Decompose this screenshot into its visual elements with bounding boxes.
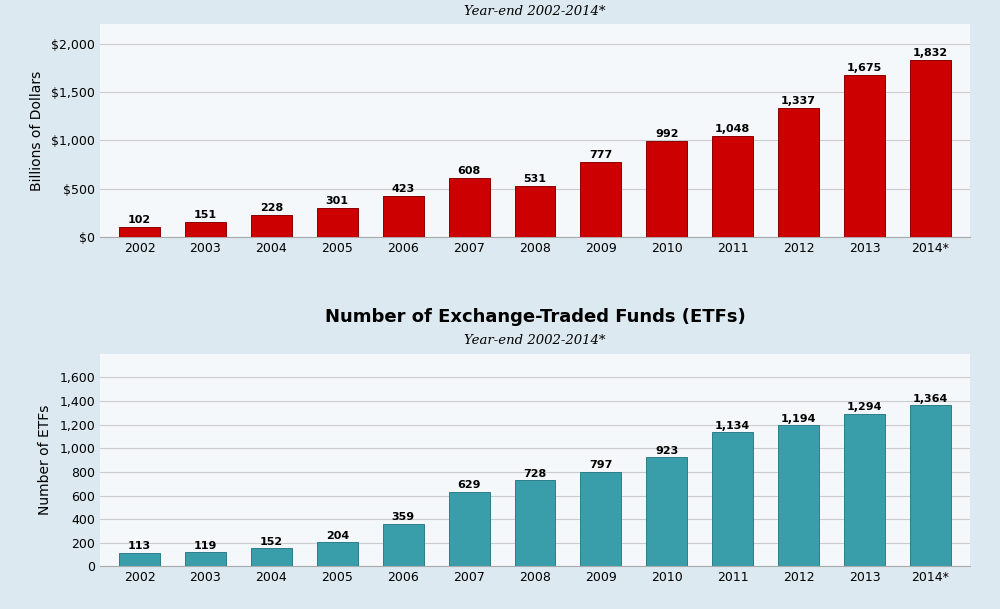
Text: 1,832: 1,832 bbox=[913, 48, 948, 58]
Text: Year-end 2002-2014*: Year-end 2002-2014* bbox=[464, 5, 606, 18]
Bar bbox=[712, 136, 753, 237]
Bar bbox=[383, 524, 424, 566]
Text: 204: 204 bbox=[326, 530, 349, 541]
Text: 113: 113 bbox=[128, 541, 151, 551]
Text: 151: 151 bbox=[194, 210, 217, 220]
Text: 923: 923 bbox=[655, 446, 678, 456]
Text: 359: 359 bbox=[392, 512, 415, 522]
Text: 728: 728 bbox=[523, 469, 547, 479]
Bar bbox=[119, 227, 160, 237]
Text: 152: 152 bbox=[260, 537, 283, 547]
Text: 119: 119 bbox=[194, 541, 217, 551]
Bar bbox=[646, 457, 687, 566]
Bar bbox=[383, 196, 424, 237]
Text: 102: 102 bbox=[128, 215, 151, 225]
Bar bbox=[646, 141, 687, 237]
Bar bbox=[515, 481, 555, 566]
Text: 423: 423 bbox=[392, 184, 415, 194]
Text: 1,134: 1,134 bbox=[715, 421, 750, 431]
Text: 992: 992 bbox=[655, 129, 679, 139]
Text: 1,364: 1,364 bbox=[913, 393, 948, 404]
Bar bbox=[580, 472, 621, 566]
Text: 1,294: 1,294 bbox=[847, 402, 882, 412]
Text: 301: 301 bbox=[326, 196, 349, 206]
Bar bbox=[844, 414, 885, 566]
Bar bbox=[449, 492, 490, 566]
Text: 1,337: 1,337 bbox=[781, 96, 816, 106]
Y-axis label: Billions of Dollars: Billions of Dollars bbox=[30, 71, 44, 191]
Text: Number of Exchange-Traded Funds (ETFs): Number of Exchange-Traded Funds (ETFs) bbox=[325, 308, 745, 326]
Text: 228: 228 bbox=[260, 203, 283, 213]
Bar bbox=[910, 60, 951, 237]
Bar bbox=[119, 553, 160, 566]
Bar bbox=[251, 549, 292, 566]
Bar bbox=[317, 208, 358, 237]
Bar bbox=[185, 222, 226, 237]
Y-axis label: Number of ETFs: Number of ETFs bbox=[38, 405, 52, 515]
Text: 1,048: 1,048 bbox=[715, 124, 750, 134]
Text: 608: 608 bbox=[457, 166, 481, 176]
Text: Year-end 2002-2014*: Year-end 2002-2014* bbox=[464, 334, 606, 348]
Bar bbox=[515, 186, 555, 237]
Bar bbox=[449, 178, 490, 237]
Text: 1,675: 1,675 bbox=[847, 63, 882, 73]
Text: 797: 797 bbox=[589, 460, 613, 471]
Bar bbox=[778, 425, 819, 566]
Bar bbox=[844, 75, 885, 237]
Bar bbox=[251, 215, 292, 237]
Bar bbox=[317, 542, 358, 566]
Text: 777: 777 bbox=[589, 150, 613, 160]
Bar bbox=[712, 432, 753, 566]
Text: 629: 629 bbox=[457, 481, 481, 490]
Bar bbox=[910, 406, 951, 566]
Bar bbox=[185, 552, 226, 566]
Text: 1,194: 1,194 bbox=[781, 414, 816, 424]
Bar bbox=[778, 108, 819, 237]
Bar bbox=[580, 162, 621, 237]
Text: 531: 531 bbox=[524, 174, 546, 184]
